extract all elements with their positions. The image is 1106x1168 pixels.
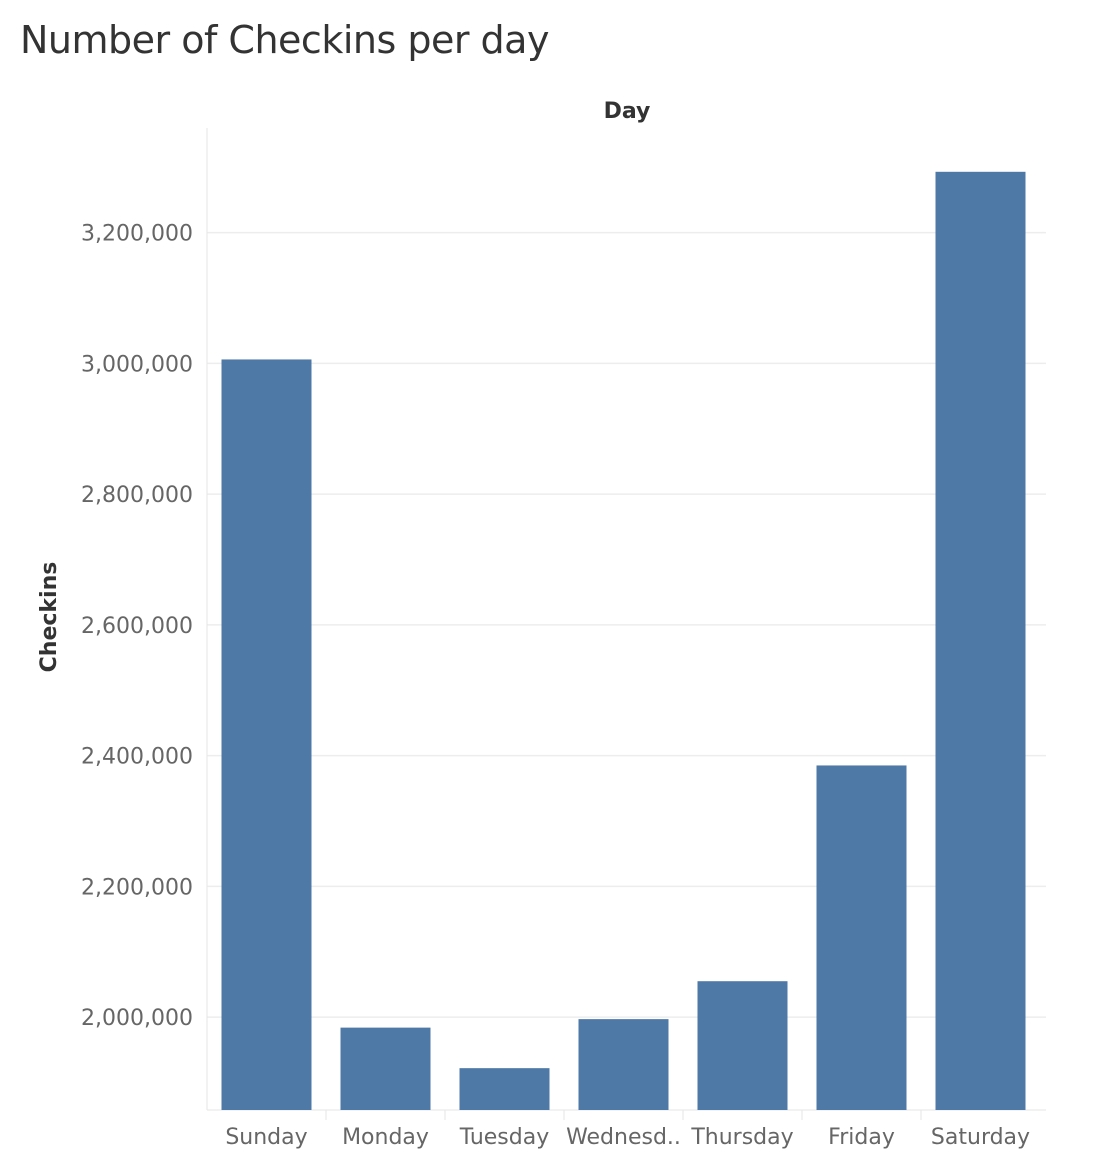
x-axis-title: Day (604, 99, 651, 124)
x-tick-label: Thursday (690, 1125, 793, 1150)
axes (206, 128, 1046, 1111)
y-tick-label: 2,800,000 (81, 483, 193, 508)
bar-tuesday[interactable] (459, 1068, 550, 1110)
bars (221, 171, 1026, 1110)
bar-saturday[interactable] (935, 171, 1026, 1110)
x-tick-label: Sunday (225, 1125, 307, 1150)
bar-friday[interactable] (816, 765, 907, 1110)
x-tick-labels: Sunday Monday Tuesday Wednesd.. Thursday Frid… (225, 1110, 1030, 1150)
x-tick-label: Friday (828, 1125, 895, 1150)
y-tick-label: 2,600,000 (81, 614, 193, 639)
bar-sunday[interactable] (221, 359, 312, 1110)
chart-title: Number of Checkins per day (20, 18, 549, 62)
bar-monday[interactable] (340, 1027, 431, 1110)
y-tick-label: 2,000,000 (81, 1006, 193, 1031)
y-tick-label: 2,200,000 (81, 875, 193, 900)
y-tick-labels: 2,000,000 2,200,000 2,400,000 2,600,000 2,80… (81, 222, 193, 1032)
y-axis-title: Checkins (37, 562, 62, 673)
x-tick-label: Saturday (931, 1125, 1030, 1150)
y-tick-label: 2,400,000 (81, 745, 193, 770)
bar-wednesd[interactable] (578, 1019, 669, 1110)
y-tick-label: 3,200,000 (81, 222, 193, 247)
x-tick-label: Monday (342, 1125, 429, 1150)
x-tick-label: Tuesday (459, 1125, 550, 1150)
gridlines (207, 231, 1046, 1018)
y-tick-label: 3,000,000 (81, 352, 193, 377)
bar-thursday[interactable] (697, 981, 788, 1110)
x-tick-label: Wednesd.. (566, 1125, 681, 1150)
